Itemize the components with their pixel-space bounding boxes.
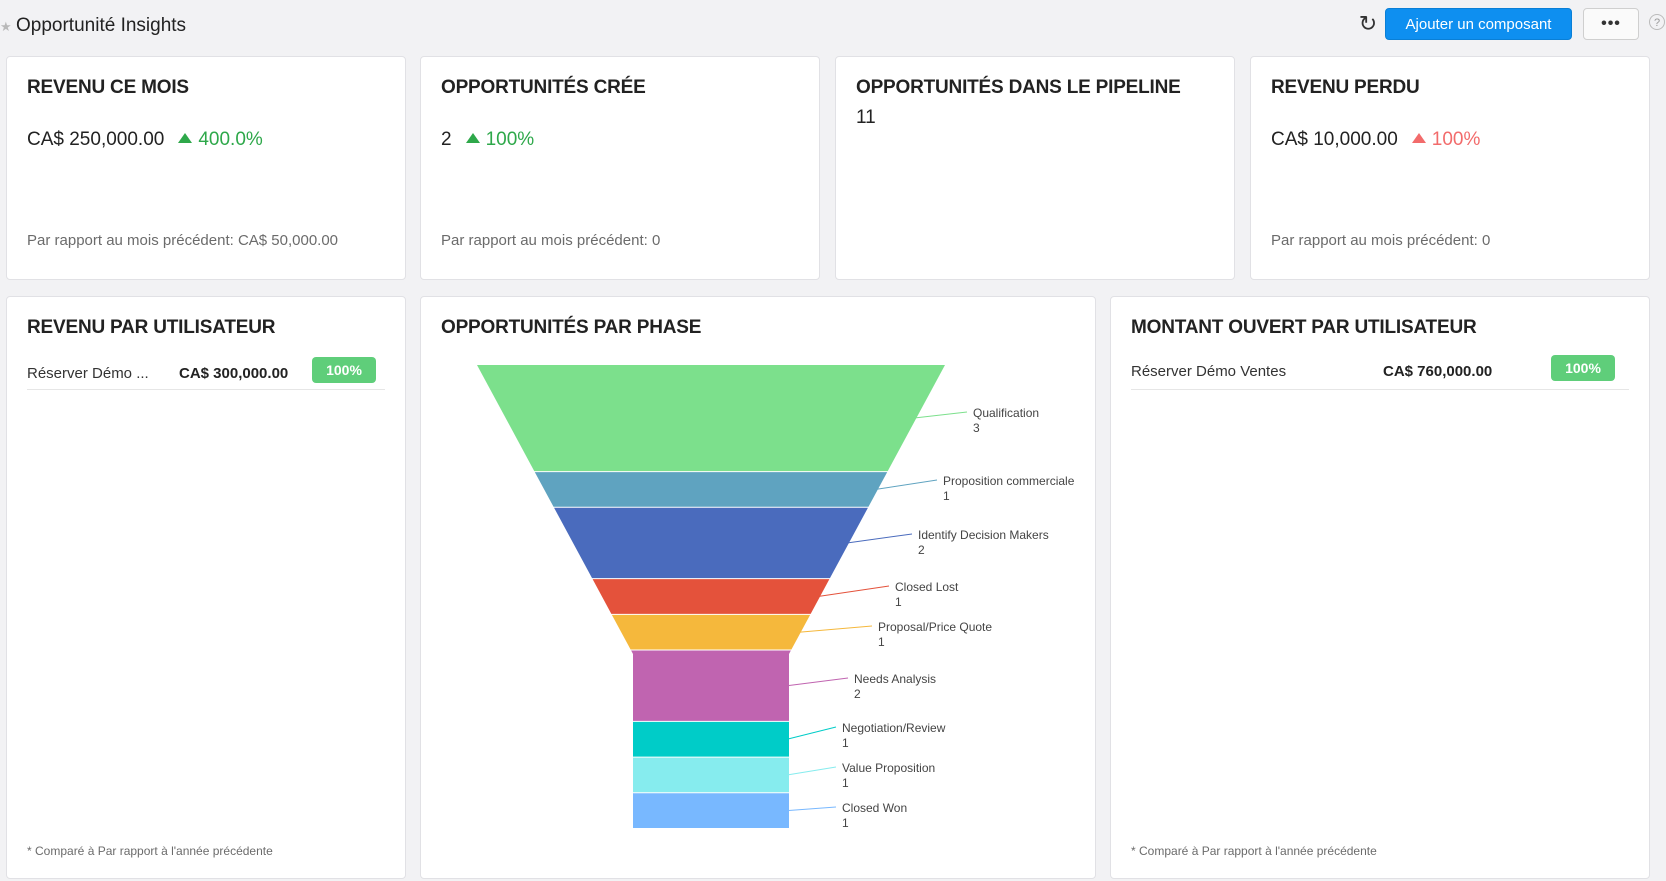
kpi-percent: 400.0% — [198, 129, 263, 150]
card-title: OPPORTUNITÉS PAR PHASE — [441, 317, 702, 338]
card-title: OPPORTUNITÉS DANS LE PIPELINE — [856, 77, 1181, 98]
funnel-segment-closed-lost[interactable] — [592, 579, 830, 614]
funnel-segment-proposition-commerciale[interactable] — [534, 472, 888, 507]
funnel-leader-line — [846, 533, 913, 544]
kpi-footer: Par rapport au mois précédent: CA$ 50,00… — [27, 232, 339, 249]
funnel-segment-identify-decision-makers[interactable] — [554, 507, 868, 579]
funnel-leader-line — [786, 677, 849, 687]
revenue-by-user-card: REVENU PAR UTILISATEUR Réserver Démo ...… — [6, 296, 406, 879]
funnel-value-label: 2 — [854, 687, 861, 701]
funnel-leader-line — [875, 479, 938, 490]
funnel-leader-line — [786, 726, 837, 740]
help-icon[interactable]: ? — [1649, 14, 1665, 30]
funnel-segment-negotiation-review[interactable] — [633, 721, 789, 757]
funnel-leader-line — [786, 766, 837, 776]
user-name[interactable]: Réserver Démo Ventes — [1131, 363, 1287, 380]
funnel-value-label: 1 — [842, 816, 849, 830]
user-amount: CA$ 760,000.00 — [1383, 363, 1493, 380]
kpi-footer: Par rapport au mois précédent: 0 — [441, 232, 661, 249]
user-amount: CA$ 300,000.00 — [179, 365, 289, 382]
card-title: MONTANT OUVERT PAR UTILISATEUR — [1131, 317, 1477, 338]
kpi-value: CA$ 250,000.00 400.0% — [27, 129, 263, 151]
card-title: OPPORTUNITÉS CRÉE — [441, 77, 646, 98]
funnel-leader-line — [786, 806, 837, 812]
opportunities-by-phase-card: OPPORTUNITÉS PAR PHASE Qualification 3 Pro… — [420, 296, 1096, 879]
kpi-percent: 100% — [485, 129, 535, 150]
top-bar: ★ Opportunité Insights ↻ Ajouter un comp… — [0, 0, 1666, 52]
funnel-leader-line — [914, 411, 968, 419]
percent-badge: 100% — [1551, 355, 1615, 381]
funnel-value-label: 3 — [973, 421, 980, 435]
funnel-value-label: 1 — [842, 736, 849, 750]
kpi-amount: CA$ 10,000.00 — [1271, 129, 1398, 150]
funnel-leader-line — [798, 625, 873, 633]
kpi-amount: 2 — [441, 129, 452, 150]
kpi-amount: 11 — [856, 107, 876, 128]
table-row[interactable]: Réserver Démo ... CA$ 300,000.00 100% — [27, 357, 385, 390]
funnel-segment-closed-won[interactable] — [633, 793, 789, 828]
funnel-leader-line — [817, 585, 890, 597]
funnel-segment-proposal-price-quote[interactable] — [611, 614, 811, 650]
favorite-star-icon[interactable]: ★ — [0, 19, 12, 34]
funnel-label: Needs Analysis — [854, 672, 936, 686]
funnel-value-label: 1 — [895, 595, 902, 609]
refresh-icon[interactable]: ↻ — [1358, 11, 1378, 36]
table-row[interactable]: Réserver Démo Ventes CA$ 760,000.00 100% — [1131, 355, 1629, 390]
funnel-label: Identify Decision Makers — [918, 528, 1049, 542]
funnel-value-label: 1 — [878, 635, 885, 649]
funnel-segment-qualification[interactable] — [477, 365, 945, 472]
percent-badge: 100% — [312, 357, 376, 383]
add-component-button[interactable]: Ajouter un composant — [1385, 8, 1572, 40]
trend-up-icon — [465, 132, 480, 143]
funnel-label: Closed Won — [842, 801, 907, 815]
user-name[interactable]: Réserver Démo ... — [27, 365, 149, 382]
kpi-card-revenue-month: REVENU CE MOIS CA$ 250,000.00 400.0% Par … — [6, 56, 406, 280]
kpi-card-pipeline: OPPORTUNITÉS DANS LE PIPELINE 11 — [835, 56, 1235, 280]
card-title: REVENU PERDU — [1271, 77, 1420, 98]
open-amount-by-user-card: MONTANT OUVERT PAR UTILISATEUR Réserver … — [1110, 296, 1650, 879]
funnel-label: Proposition commerciale — [943, 474, 1075, 488]
funnel-segment-value-proposition[interactable] — [633, 757, 789, 793]
kpi-amount: CA$ 250,000.00 — [27, 129, 165, 150]
funnel-segment-needs-analysis[interactable] — [631, 650, 791, 721]
kpi-percent: 100% — [1431, 129, 1481, 150]
funnel-value-label: 1 — [842, 776, 849, 790]
kpi-footer: Par rapport au mois précédent: 0 — [1271, 232, 1491, 249]
footnote: * Comparé à Par rapport à l'année précéd… — [27, 844, 273, 858]
funnel-label: Negotiation/Review — [842, 721, 946, 735]
trend-up-icon — [1411, 132, 1426, 143]
kpi-value: CA$ 10,000.00 100% — [1271, 129, 1480, 151]
page-title: Opportunité Insights — [16, 15, 187, 36]
card-title: REVENU CE MOIS — [27, 77, 189, 98]
funnel-label: Value Proposition — [842, 761, 935, 775]
card-title: REVENU PAR UTILISATEUR — [27, 317, 276, 338]
funnel-value-label: 2 — [918, 543, 925, 557]
funnel-value-label: 1 — [943, 489, 950, 503]
more-options-button[interactable]: ••• — [1583, 8, 1639, 40]
kpi-value: 2 100% — [441, 129, 534, 151]
footnote: * Comparé à Par rapport à l'année précéd… — [1131, 844, 1377, 858]
kpi-card-opportunities-created: OPPORTUNITÉS CRÉE 2 100% Par rapport au m… — [420, 56, 820, 280]
funnel-label: Proposal/Price Quote — [878, 620, 992, 634]
kpi-card-revenue-lost: REVENU PERDU CA$ 10,000.00 100% Par rappo… — [1250, 56, 1650, 280]
funnel-label: Closed Lost — [895, 580, 959, 594]
funnel-label: Qualification — [973, 406, 1039, 420]
trend-up-icon — [178, 132, 193, 143]
